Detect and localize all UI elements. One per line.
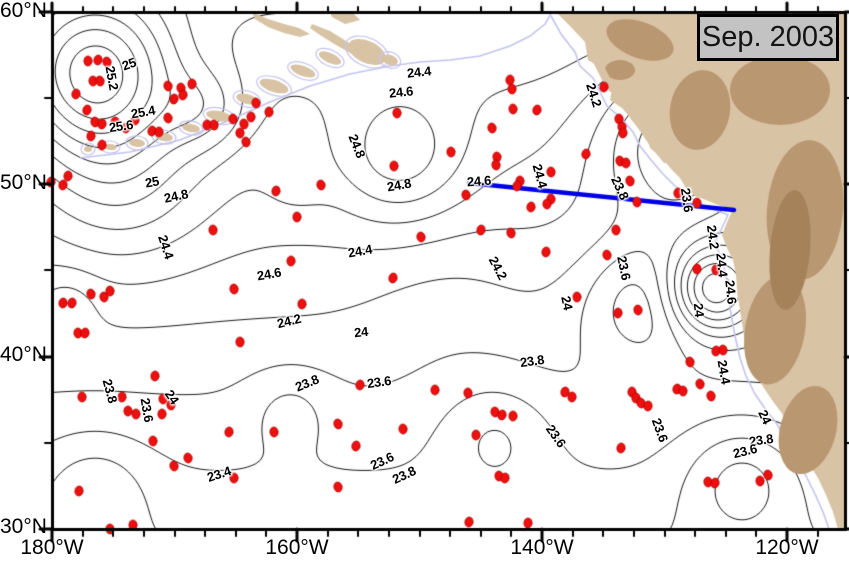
lon-tick-label: 160°W — [265, 536, 329, 559]
contour-label: 24.2 — [703, 224, 723, 250]
lat-tick-label: 40°N — [0, 343, 47, 367]
lat-tick-label: 60°N — [0, 0, 47, 23]
contour-label: 24 — [558, 294, 576, 312]
lon-tick-label: 120°W — [755, 536, 819, 559]
lat-tick-label: 30°N — [0, 515, 47, 539]
contour-label: 24 — [690, 302, 708, 318]
contour-label: 24 — [353, 323, 369, 341]
contour-label: 24.6 — [388, 83, 414, 101]
contour-label: 25 — [143, 173, 161, 191]
contour-label: 24.4 — [713, 252, 731, 278]
lon-tick-label: 180°W — [20, 536, 84, 559]
contour-label: 23.6 — [677, 187, 697, 213]
contour-label: 24.4 — [406, 63, 432, 81]
contour-label: 24.6 — [722, 279, 740, 305]
lat-tick-label: 50°N — [0, 171, 47, 195]
lon-tick-label: 140°W — [510, 536, 574, 559]
date-label-box: Sep. 2003 — [697, 14, 839, 61]
date-label: Sep. 2003 — [701, 21, 835, 53]
contour-label: 24.6 — [466, 172, 492, 190]
